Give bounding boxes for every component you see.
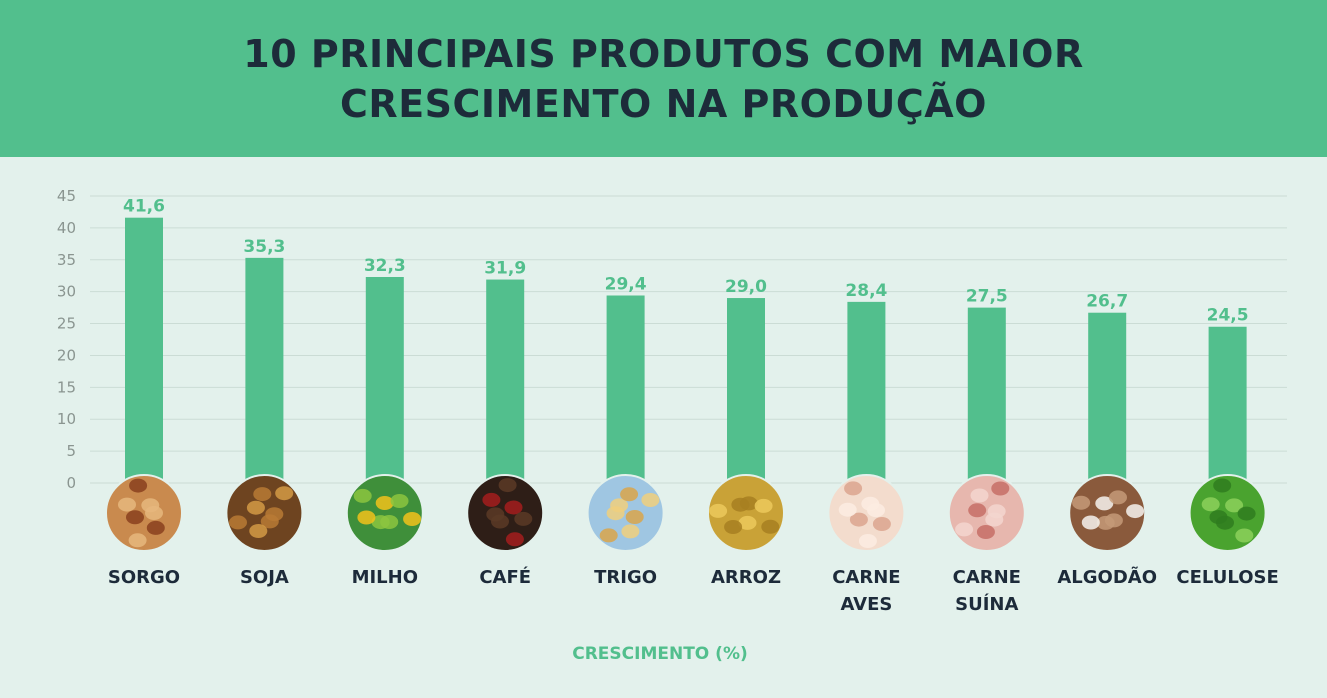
bar bbox=[1088, 312, 1127, 493]
category-label: ARROZ bbox=[711, 567, 781, 588]
data-label: 26,7 bbox=[1086, 292, 1128, 312]
data-label: 27,5 bbox=[966, 287, 1008, 307]
y-tick-label: 15 bbox=[57, 378, 76, 396]
y-tick-label: 20 bbox=[57, 346, 76, 364]
bar-chart: 0 5 10 15 20 25 30 35 40 45 41,6 SORGO 35,3 SOJA 32,3… bbox=[57, 187, 1287, 664]
y-tick-label: 10 bbox=[57, 410, 76, 428]
bar bbox=[847, 301, 886, 493]
y-tick-label: 35 bbox=[57, 251, 76, 269]
coffee-icon bbox=[466, 474, 545, 552]
data-label: 32,3 bbox=[364, 256, 406, 276]
category-label: ALGODÃO bbox=[1057, 565, 1157, 588]
category-label: CARNE bbox=[953, 567, 1021, 588]
soybean-icon bbox=[225, 474, 304, 552]
data-label: 41,6 bbox=[123, 197, 165, 217]
bar bbox=[245, 257, 284, 493]
y-tick-label: 0 bbox=[66, 474, 76, 492]
data-label: 35,3 bbox=[243, 237, 285, 257]
chicken-meat-icon bbox=[827, 474, 906, 552]
data-label: 24,5 bbox=[1207, 306, 1249, 326]
bar bbox=[365, 276, 404, 493]
category-label: MILHO bbox=[352, 567, 418, 588]
sorghum-icon bbox=[105, 474, 183, 552]
x-axis-title: CRESCIMENTO (%) bbox=[572, 644, 748, 664]
corn-icon bbox=[345, 474, 424, 552]
leaf-icon bbox=[1188, 474, 1267, 552]
chart-title-line-1: 10 PRINCIPAIS PRODUTOS COM MAIOR bbox=[243, 31, 1084, 76]
y-tick-label: 45 bbox=[57, 187, 76, 205]
data-label: 29,0 bbox=[725, 277, 767, 297]
category-label: TRIGO bbox=[594, 567, 657, 588]
y-tick-label: 5 bbox=[66, 442, 76, 460]
bar bbox=[727, 298, 765, 493]
data-label: 28,4 bbox=[845, 281, 887, 301]
bar bbox=[967, 307, 1006, 493]
header-banner: 10 PRINCIPAIS PRODUTOS COM MAIOR CRESCIM… bbox=[0, 0, 1327, 157]
category-label: AVES bbox=[840, 594, 892, 615]
data-label: 31,9 bbox=[484, 259, 526, 279]
category-label: CELULOSE bbox=[1176, 567, 1278, 588]
category-label: SORGO bbox=[108, 567, 180, 588]
category-label: CARNE bbox=[832, 567, 900, 588]
rice-icon bbox=[707, 474, 785, 552]
pork-meat-icon bbox=[947, 474, 1026, 552]
bar bbox=[486, 279, 525, 493]
chart-title-line-2: CRESCIMENTO NA PRODUÇÃO bbox=[340, 81, 987, 126]
bar bbox=[606, 295, 645, 493]
bar bbox=[1208, 326, 1247, 493]
category-label: CAFÉ bbox=[479, 566, 531, 588]
y-tick-label: 40 bbox=[57, 219, 76, 237]
bar bbox=[125, 217, 163, 493]
y-tick-label: 30 bbox=[57, 283, 76, 301]
category-label: SUÍNA bbox=[955, 593, 1018, 615]
y-tick-label: 25 bbox=[57, 315, 76, 333]
category-label: SOJA bbox=[240, 567, 289, 588]
wheat-icon bbox=[586, 474, 665, 552]
data-label: 29,4 bbox=[605, 274, 647, 294]
cotton-icon bbox=[1068, 474, 1147, 552]
